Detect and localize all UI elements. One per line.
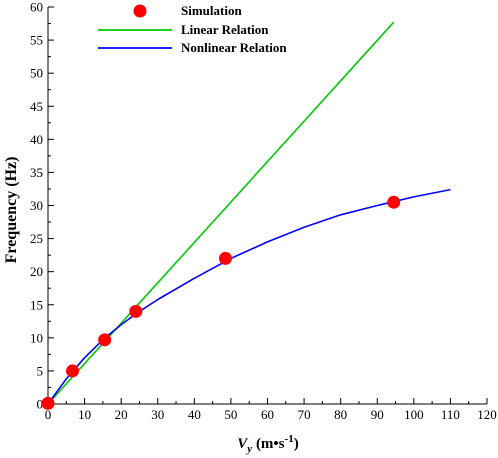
x-axis-title-main: V — [237, 436, 249, 452]
y-tick-label: 40 — [30, 132, 43, 147]
series-line-nonlinear-relation — [47, 188, 451, 405]
legend-swatch-simulation — [133, 4, 147, 18]
x-tick-label: 120 — [477, 407, 497, 422]
x-axis-title-close: ) — [294, 436, 299, 452]
x-axis-title-sup: -1 — [285, 433, 294, 445]
x-tick-label: 60 — [261, 407, 274, 422]
x-tick-label: 110 — [441, 407, 460, 422]
x-axis-title-unit: (m•s — [252, 436, 284, 452]
y-tick-label: 60 — [30, 0, 43, 15]
data-point-simulation — [98, 333, 112, 347]
plot-area: 0 10 20 30 40 50 60 70 80 90 100 110 120 0 5 10 15 20 25 3… — [30, 0, 497, 422]
x-axis-title: Vy (m•s-1) — [237, 433, 298, 455]
x-tick-label: 10 — [78, 407, 91, 422]
data-point-simulation — [218, 251, 232, 265]
x-ticks: 0 10 20 30 40 50 60 70 80 90 100 110 120 — [45, 398, 497, 422]
y-tick-label: 10 — [30, 330, 43, 345]
y-tick-label: 25 — [30, 231, 43, 246]
x-tick-label: 80 — [334, 407, 347, 422]
data-point-simulation — [66, 364, 80, 378]
series-line-linear-relation — [47, 21, 395, 405]
legend-label-simulation: Simulation — [181, 3, 242, 18]
x-tick-label: 50 — [224, 407, 237, 422]
data-point-simulation — [41, 396, 55, 410]
x-axis-title-sub: y — [245, 443, 252, 455]
y-tick-label: 55 — [30, 33, 43, 48]
x-tick-label: 30 — [151, 407, 164, 422]
y-tick-label: 45 — [30, 99, 43, 114]
y-axis-title: Frequency (Hz) — [3, 157, 20, 264]
data-point-simulation — [387, 195, 401, 209]
legend-label-nonlinear: Nonlinear Relation — [181, 40, 287, 55]
y-tick-label: 0 — [37, 397, 44, 412]
y-tick-label: 5 — [37, 363, 44, 378]
x-tick-label: 40 — [188, 407, 201, 422]
y-tick-label: 35 — [30, 165, 43, 180]
y-ticks: 0 5 10 15 20 25 30 35 40 45 50 55 60 — [30, 0, 54, 412]
y-tick-label: 20 — [30, 264, 43, 279]
series-layer — [41, 21, 451, 410]
x-tick-label: 20 — [115, 407, 128, 422]
y-tick-label: 50 — [30, 66, 43, 81]
x-tick-label: 90 — [371, 407, 384, 422]
y-tick-label: 30 — [30, 198, 43, 213]
y-tick-label: 15 — [30, 297, 43, 312]
legend-label-linear: Linear Relation — [181, 22, 269, 37]
x-tick-label: 100 — [404, 407, 424, 422]
data-point-simulation — [129, 304, 143, 318]
x-tick-label: 0 — [45, 407, 52, 422]
x-tick-label: 70 — [298, 407, 311, 422]
legend: Simulation Linear Relation Nonlinear Rel… — [98, 3, 287, 55]
